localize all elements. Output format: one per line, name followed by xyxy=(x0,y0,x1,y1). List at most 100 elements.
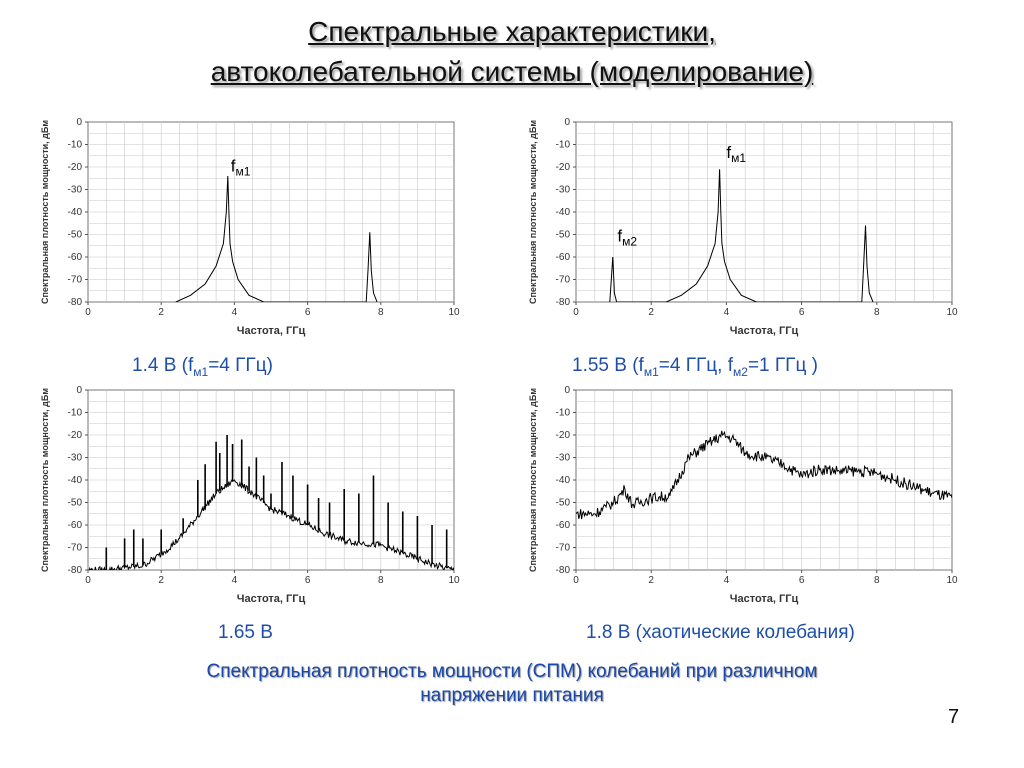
slide-title-line2: автоколебательной системы (моделирование… xyxy=(210,56,814,87)
caption-2-sub1: м1 xyxy=(643,364,659,379)
y-tick-label: -60 xyxy=(68,520,83,531)
caption-4-text: 1.8 В (хаотические колебания) xyxy=(586,622,855,643)
y-tick-label: -30 xyxy=(68,185,83,196)
slide-title-line1: Спектральные характеристики, xyxy=(308,16,716,47)
series-line xyxy=(576,430,952,520)
trace-group xyxy=(609,169,874,302)
y-tick-label: -10 xyxy=(68,408,83,419)
y-tick-label: -60 xyxy=(556,520,571,531)
x-tick-label: 10 xyxy=(448,307,460,318)
x-tick-label: 10 xyxy=(448,575,460,586)
series-line xyxy=(175,175,378,302)
chart-panel-2: 0 -10 -20 -30 -40 -50 -60 -70 -80 0 2 4 6 8 10 Частота,… xyxy=(524,112,964,344)
x-tick-label: 8 xyxy=(378,575,384,586)
x-tick-label: 10 xyxy=(946,575,958,586)
y-tick-label: -70 xyxy=(68,275,83,286)
y-tick-label: -10 xyxy=(556,408,571,419)
y-axis-title: Спектральная плотность мощности, дБм xyxy=(528,120,538,304)
y-tick-label: -20 xyxy=(68,162,83,173)
x-tick-label: 2 xyxy=(648,307,654,318)
y-tick-label: -40 xyxy=(556,475,571,486)
x-tick-label: 6 xyxy=(305,307,311,318)
y-tick-label: -50 xyxy=(556,498,571,509)
y-tick-label: 0 xyxy=(76,385,82,396)
caption-2-sub2: м2 xyxy=(733,364,748,379)
y-tick-label: -70 xyxy=(556,543,571,554)
x-tick-label: 8 xyxy=(874,307,880,318)
x-tick-label: 0 xyxy=(573,307,579,318)
y-axis-title: Спектральная плотность мощности, дБм xyxy=(40,388,50,572)
x-tick-label: 4 xyxy=(724,307,730,318)
y-tick-label: -20 xyxy=(556,430,571,441)
spectrum-chart-1: 0-10-20-30-40-50-60-70-800 2 4 6 8 10Частота,… xyxy=(40,117,460,337)
caption-3: 1.65 В xyxy=(218,622,273,644)
y-tick-label: -60 xyxy=(68,252,83,263)
x-tick-label: 4 xyxy=(232,307,238,318)
x-tick-label: 6 xyxy=(305,575,311,586)
y-tick-label: -20 xyxy=(556,162,571,173)
x-tick-label: 0 xyxy=(573,575,579,586)
y-tick-label: -70 xyxy=(68,543,83,554)
y-tick-label: -40 xyxy=(556,207,571,218)
x-tick-label: 0 xyxy=(85,307,91,318)
caption-1-rest: =4 ГГц) xyxy=(208,355,273,376)
chart-panel-3: 0 -10 -20 -30 -40 -50 -60 -70 -80 0 2 4 6 8 10 Частота,… xyxy=(36,380,466,612)
caption-2-mid: =4 ГГц, f xyxy=(658,355,734,376)
caption-2-rest: =1 ГГц ) xyxy=(747,355,818,376)
caption-2-prefix: 1.55 В (f xyxy=(572,355,644,376)
trace-group xyxy=(576,430,952,520)
x-tick-label: 6 xyxy=(799,307,805,318)
annotation-label: fм1 xyxy=(231,157,251,179)
y-tick-label: -30 xyxy=(556,453,571,464)
spectrum-chart-4: 0-10-20-30-40-50-60-70-800 2 4 6 8 10Частота,… xyxy=(528,385,958,605)
annotation-label: fм2 xyxy=(617,226,637,248)
y-tick-label: 0 xyxy=(564,385,570,396)
caption-1: 1.4 В (fм1=4 ГГц) xyxy=(132,355,273,379)
chart-panel-4: 0 -10 -20 -30 -40 -50 -60 -70 -80 0 2 4 6 8 10 Частота,… xyxy=(524,380,964,612)
trace-group xyxy=(175,175,378,302)
slide-title: Спектральные характеристики, автоколебат… xyxy=(0,12,1024,92)
x-axis-title: Частота, ГГц xyxy=(237,325,306,337)
y-tick-label: -80 xyxy=(68,565,83,576)
x-tick-label: 4 xyxy=(232,575,238,586)
x-axis-title: Частота, ГГц xyxy=(237,593,306,605)
x-tick-label: 2 xyxy=(158,307,164,318)
x-tick-label: 4 xyxy=(724,575,730,586)
y-tick-label: -80 xyxy=(556,297,571,308)
caption-4: 1.8 В (хаотические колебания) xyxy=(586,622,855,644)
x-tick-label: 0 xyxy=(85,575,91,586)
x-tick-label: 10 xyxy=(946,307,958,318)
y-tick-label: -50 xyxy=(556,230,571,241)
trace-group xyxy=(88,435,454,570)
footer-line1: Спектральная плотность мощности (СПМ) ко… xyxy=(206,661,818,682)
page-number: 7 xyxy=(948,706,960,728)
y-tick-label: -60 xyxy=(556,252,571,263)
x-tick-label: 8 xyxy=(378,307,384,318)
footer-line2: напряжении питания xyxy=(420,685,604,706)
caption-2: 1.55 В (fм1=4 ГГц, fм2=1 ГГц ) xyxy=(572,355,818,379)
y-tick-label: -20 xyxy=(68,430,83,441)
annotation-label: fм1 xyxy=(726,143,746,165)
y-tick-label: 0 xyxy=(76,117,82,128)
caption-1-prefix: 1.4 В (f xyxy=(132,355,194,376)
chart-panel-1: 0 -10 -20 -30 -40 -50 -60 -70 -80 0 2 4 6 8 10 Частота,… xyxy=(36,112,466,344)
y-tick-label: -30 xyxy=(68,453,83,464)
x-tick-label: 8 xyxy=(874,575,880,586)
series-line xyxy=(609,169,874,302)
x-axis-title: Частота, ГГц xyxy=(730,325,799,337)
y-tick-label: -70 xyxy=(556,275,571,286)
x-tick-label: 2 xyxy=(158,575,164,586)
caption-1-sub: м1 xyxy=(193,364,209,379)
y-tick-label: -10 xyxy=(556,140,571,151)
spectrum-chart-2: 0-10-20-30-40-50-60-70-800 2 4 6 8 10Частота,… xyxy=(528,117,958,337)
caption-3-text: 1.65 В xyxy=(218,622,273,643)
y-tick-label: -30 xyxy=(556,185,571,196)
y-tick-label: -40 xyxy=(68,207,83,218)
x-tick-label: 6 xyxy=(799,575,805,586)
y-tick-label: -50 xyxy=(68,498,83,509)
spectrum-chart-3: 0-10-20-30-40-50-60-70-800 2 4 6 8 10Частота,… xyxy=(40,385,460,605)
y-tick-label: -80 xyxy=(556,565,571,576)
y-tick-label: -80 xyxy=(68,297,83,308)
y-axis-title: Спектральная плотность мощности, дБм xyxy=(528,388,538,572)
x-tick-label: 2 xyxy=(648,575,654,586)
